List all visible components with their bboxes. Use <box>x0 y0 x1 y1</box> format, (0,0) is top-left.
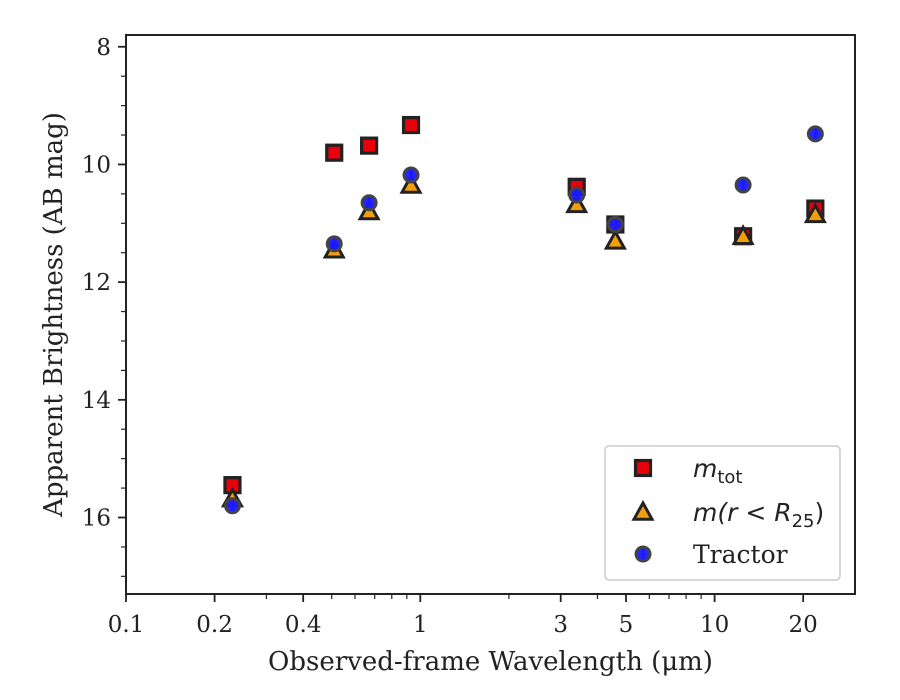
data-point <box>803 202 827 224</box>
legend-label: Tractor <box>693 540 788 569</box>
y-tick-label: 10 <box>82 152 111 178</box>
x-axis-title: Observed-frame Wavelength (μm) <box>268 647 713 677</box>
circle-marker <box>806 125 824 143</box>
data-point <box>734 176 752 194</box>
data-point <box>806 125 824 143</box>
circle-marker <box>360 194 378 212</box>
x-tick-label: 10 <box>700 612 729 638</box>
data-point <box>325 235 343 253</box>
x-tick-label: 0.4 <box>285 612 322 638</box>
y-tick-label: 12 <box>82 270 111 296</box>
square-marker <box>360 136 379 155</box>
triangle-marker <box>399 172 423 194</box>
square-marker <box>325 143 344 162</box>
x-tick-label: 1 <box>413 612 428 638</box>
legend-label-main: m(r < R <box>693 498 792 527</box>
legend-label-close: ) <box>815 498 825 527</box>
data-point <box>360 136 379 155</box>
x-tick-label: 0.2 <box>196 612 233 638</box>
legend-box <box>604 445 841 581</box>
legend-label: m(r < R25) <box>693 498 824 532</box>
triangle-marker <box>631 499 655 521</box>
data-point <box>402 166 420 184</box>
y-tick-label: 8 <box>96 35 111 61</box>
data-layer <box>220 115 827 515</box>
legend-label-main: m <box>693 454 717 483</box>
square-marker <box>633 458 653 478</box>
y-tick-label: 14 <box>82 388 111 414</box>
legend-label-sub: 25 <box>792 511 815 532</box>
circle-marker <box>402 166 420 184</box>
x-tick-label: 3 <box>553 612 568 638</box>
data-point <box>223 497 241 515</box>
triangle-marker <box>565 192 589 214</box>
circle-marker <box>634 545 652 563</box>
legend-entry: Tractor <box>634 540 788 569</box>
data-point <box>325 143 344 162</box>
legend-entry: mtot <box>633 454 743 488</box>
data-point <box>606 215 624 233</box>
plot-frame <box>125 34 856 595</box>
legend-marker <box>634 545 652 563</box>
circle-marker <box>734 176 752 194</box>
x-tick-label: 20 <box>789 612 818 638</box>
axes-layer: 0.1 0.2 0.4 1 3 5 10 20 8 10 12 14 16 Observed-frame … <box>39 34 856 677</box>
square-marker <box>401 115 421 135</box>
circle-marker <box>568 186 586 204</box>
data-point <box>568 186 586 204</box>
circle-marker <box>223 497 241 515</box>
data-point <box>360 194 378 212</box>
y-axis-title: Apparent Brightness (AB mag) <box>39 112 69 518</box>
legend-marker <box>633 458 653 478</box>
legend-marker <box>631 499 655 521</box>
y-tick-label: 16 <box>82 506 111 532</box>
triangle-marker <box>731 224 755 245</box>
circle-marker <box>325 235 343 253</box>
legend: mtot m(r < R25) Tractor <box>604 445 841 581</box>
data-point <box>401 115 421 135</box>
series-circle <box>223 125 824 515</box>
x-tick-label: 5 <box>619 612 634 638</box>
x-tick-label: 0.1 <box>108 612 145 638</box>
legend-entry: m(r < R25) <box>631 498 824 532</box>
triangle-marker <box>803 202 827 224</box>
data-point <box>731 224 755 245</box>
series-square <box>223 115 825 495</box>
legend-label: mtot <box>693 454 743 488</box>
triangle-marker <box>603 228 627 250</box>
legend-label-sub: tot <box>717 467 742 488</box>
circle-marker <box>606 215 624 233</box>
data-point <box>603 228 627 250</box>
